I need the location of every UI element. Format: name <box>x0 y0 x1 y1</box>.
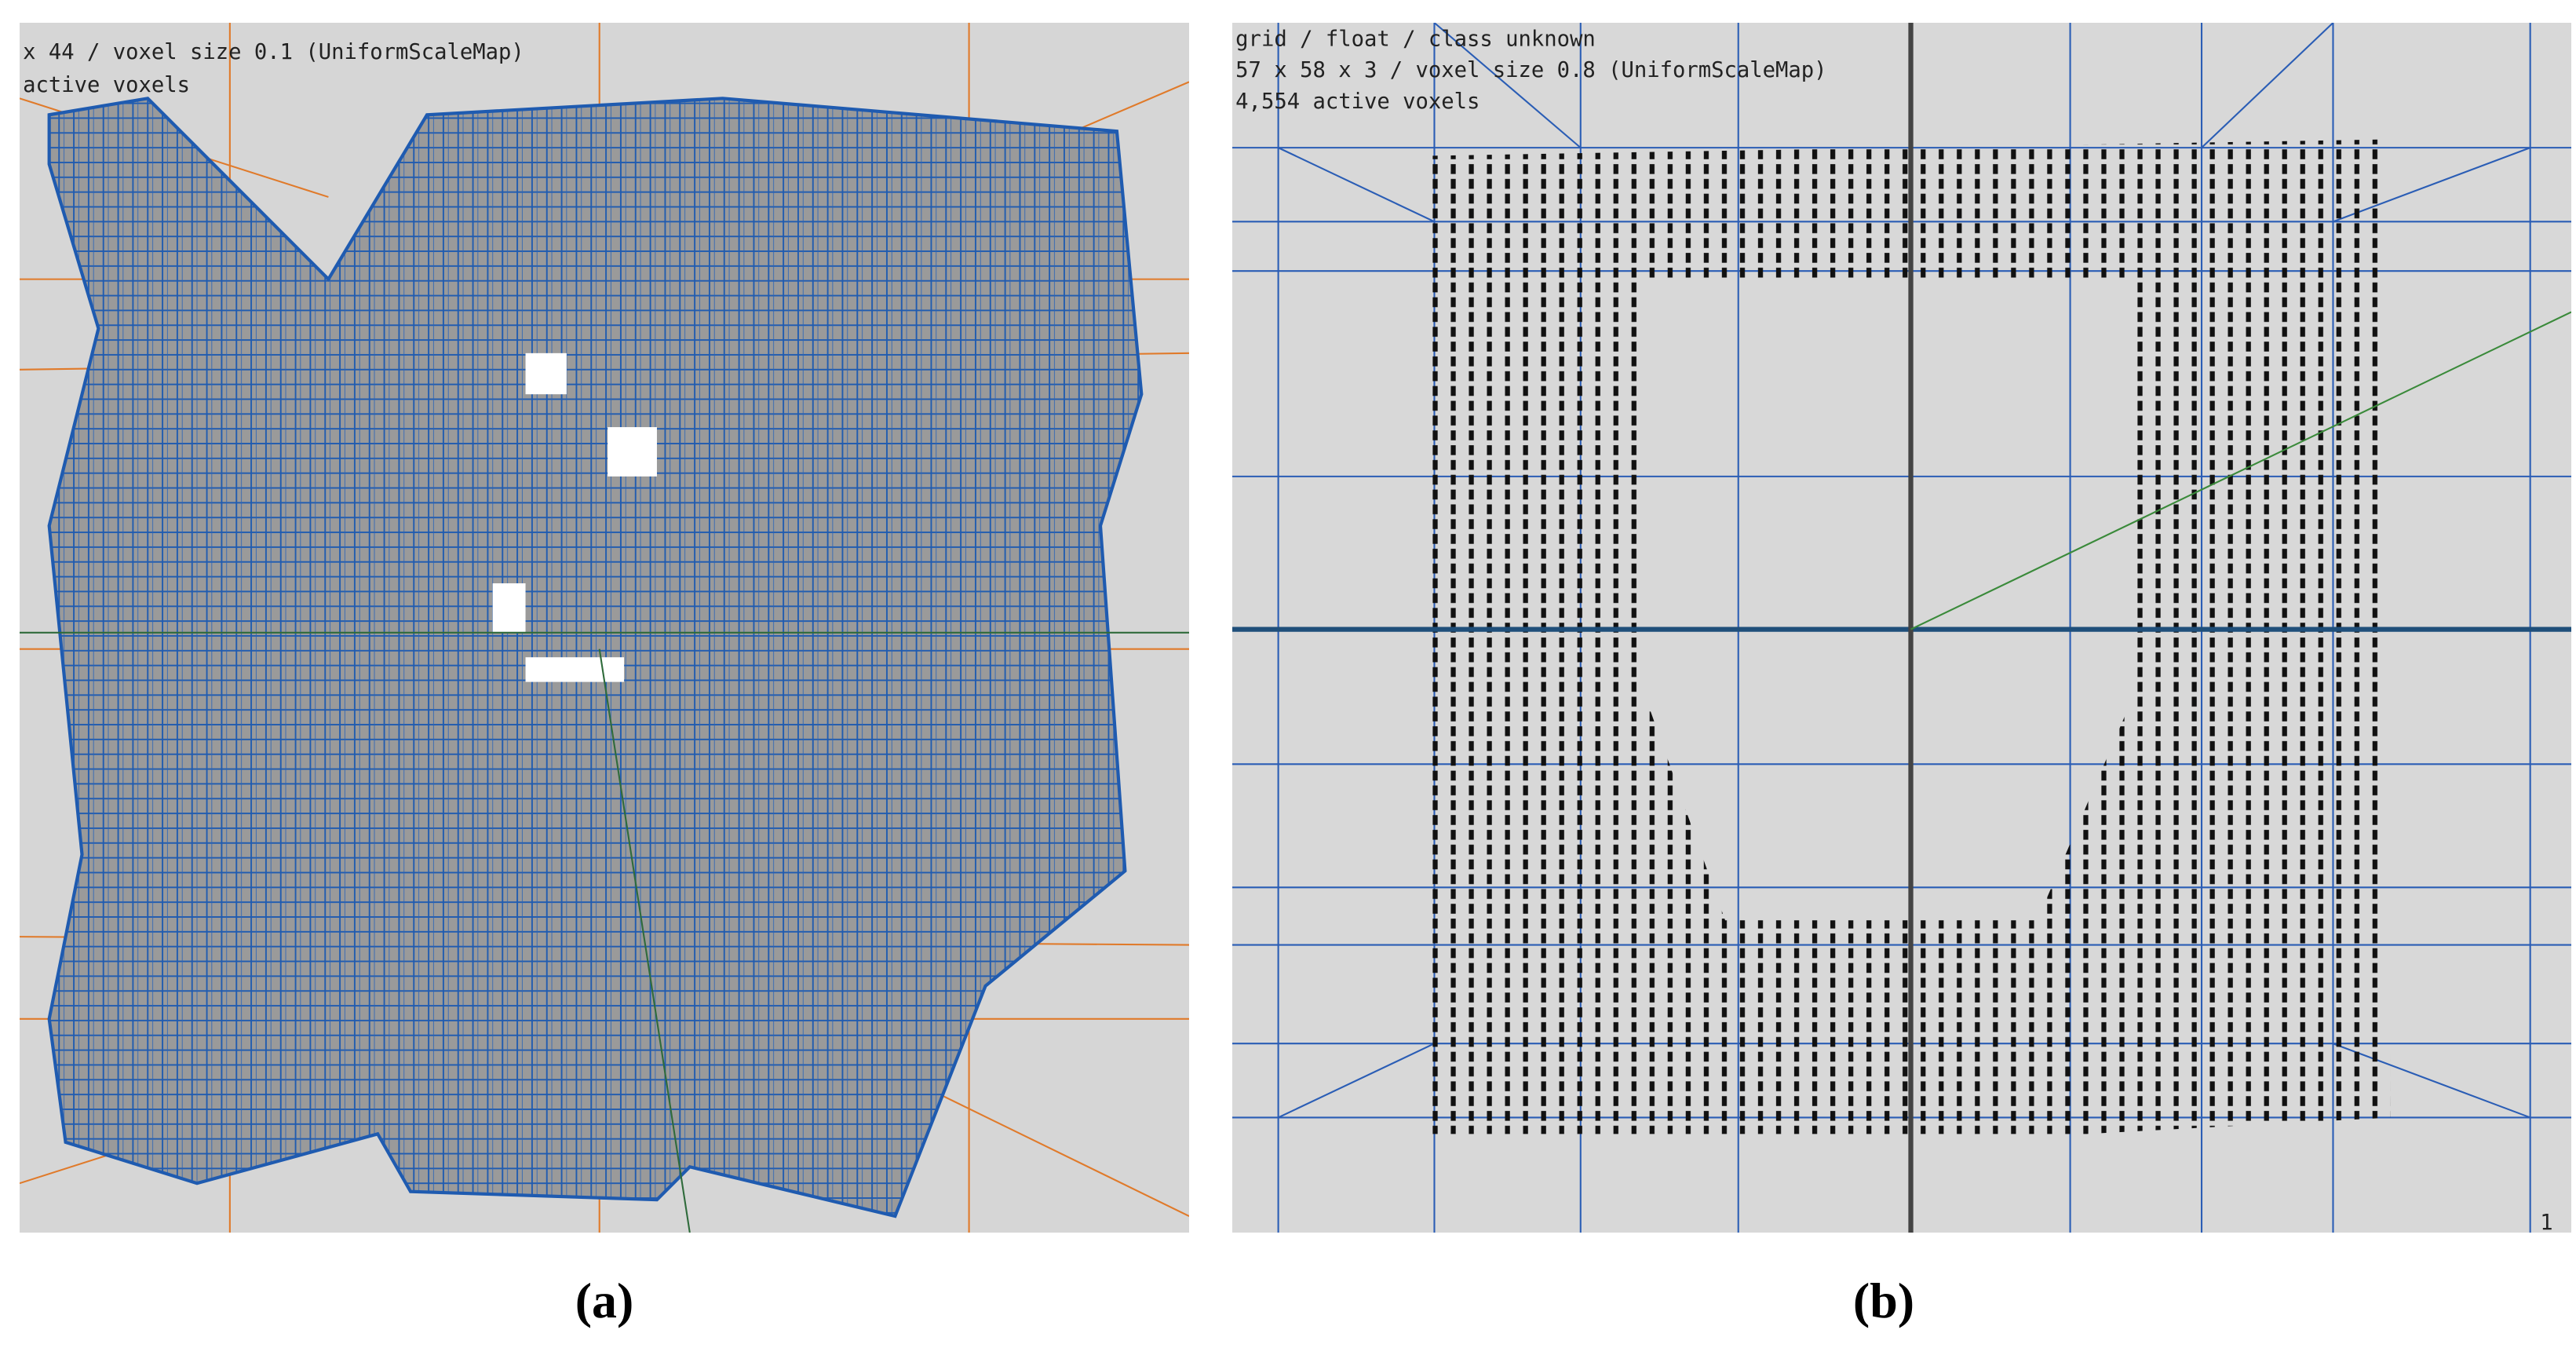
hud-line: 57 x 58 x 3 / voxel size 0.8 (UniformSca… <box>1235 58 1826 82</box>
voxel-view-b: grid / float / class unknown 57 x 58 x 3… <box>1232 23 2571 1233</box>
hud-line: grid / float / class unknown <box>1235 27 1596 51</box>
axis-z <box>598 648 691 1233</box>
axis-z <box>1910 311 2571 630</box>
voxel-view-a: x 44 / voxel size 0.1 (UniformScaleMap) … <box>20 23 1189 1233</box>
voxel-points <box>1421 139 2391 1134</box>
frame-counter: 1 <box>2540 1211 2552 1233</box>
holes <box>492 353 657 682</box>
caption: (b) <box>1852 1273 1915 1328</box>
hud-line: active voxels <box>23 73 190 97</box>
hud-line: 4,554 active voxels <box>1235 90 1480 114</box>
caption: (a) <box>575 1273 634 1328</box>
hud-line: x 44 / voxel size 0.1 (UniformScaleMap) <box>23 40 524 64</box>
